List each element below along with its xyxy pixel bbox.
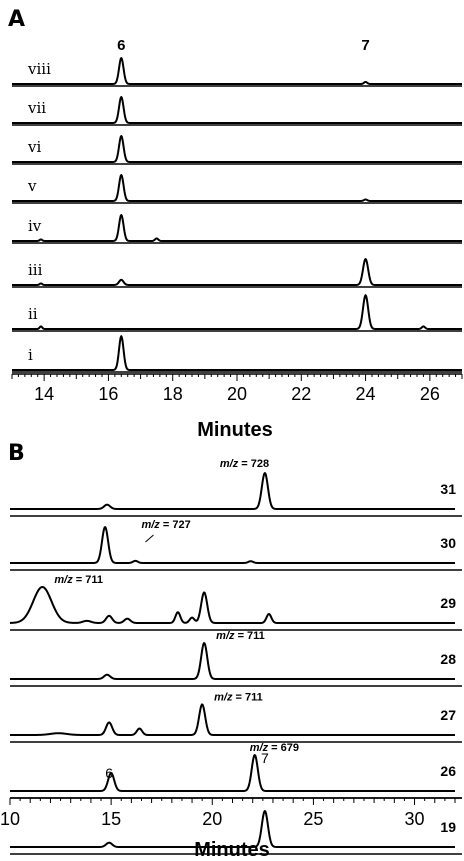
mz-prefix: m/z xyxy=(214,691,233,703)
panel-b-trace-19 xyxy=(9,810,456,848)
mz-value: = 727 xyxy=(160,519,191,531)
panel-b-letter: B xyxy=(8,441,25,466)
panel-a-trace-i xyxy=(11,335,463,371)
mz-prefix: m/z xyxy=(216,630,235,642)
panel-a-x-axis-title: Minutes xyxy=(197,419,273,441)
panel-a-trace-vi xyxy=(11,135,463,163)
panel-b-tick-label-30: 30 xyxy=(405,809,425,829)
panel-a-letter: A xyxy=(8,7,25,32)
panel-b-trace-30 xyxy=(9,526,456,564)
panel-a-trace-ii xyxy=(11,294,463,330)
panel-a-tick-label-16: 16 xyxy=(98,384,118,404)
panel-a-trace-label-ii: ii xyxy=(28,305,38,323)
panel-a-trace-label-v: v xyxy=(27,177,37,195)
panel-b-trace-31 xyxy=(9,472,456,510)
panel-a-trace-label-viii: viii xyxy=(27,60,51,78)
panel-b-peak-labels: 67 xyxy=(105,750,269,781)
panel-b-trace-29 xyxy=(9,586,456,624)
panel-a-x-axis: 14 16 18 20 22 24 26 xyxy=(11,373,463,404)
panel-b-mz-label-26: m/z = 679 xyxy=(250,742,299,754)
panel-a-trace-label-vii: vii xyxy=(27,99,46,117)
panel-b-tick-label-10: 10 xyxy=(0,809,20,829)
mz-prefix: m/z xyxy=(220,458,239,470)
panel-b-tick-label-15: 15 xyxy=(101,809,121,829)
panel-b-mz-label-27: m/z = 711 xyxy=(214,691,263,703)
panel-b-mz-label-31: m/z = 728 xyxy=(220,458,269,470)
mz-value: = 711 xyxy=(235,630,265,642)
panel-a-tick-label-14: 14 xyxy=(34,384,54,404)
panel-a-trace-iv xyxy=(11,214,463,242)
panel-a-trace-label-i: i xyxy=(28,346,33,364)
panel-b-trace-28 xyxy=(9,642,456,680)
panel-b-mz-label-28: m/z = 711 xyxy=(216,630,265,642)
panel-a-tick-label-22: 22 xyxy=(291,384,311,404)
panel-a-trace-label-iii: iii xyxy=(28,261,43,279)
panel-b-tick-label-25: 25 xyxy=(303,809,323,829)
panel-a-trace-v xyxy=(11,174,463,202)
panel-b: B 31 m/z = 728 30 m/z = 727 29 m/z = 711 28 m/z… xyxy=(0,441,462,861)
mz-value: = 728 xyxy=(238,458,269,470)
panel-b-tick-label-20: 20 xyxy=(202,809,222,829)
panel-a-trace-vii xyxy=(11,96,463,124)
panel-b-trace-number-29: 29 xyxy=(440,595,456,611)
panel-b-trace-number-26: 26 xyxy=(440,763,456,779)
mz-value: = 711 xyxy=(233,691,263,703)
panel-b-trace-number-27: 27 xyxy=(440,707,456,723)
panel-b-trace-number-31: 31 xyxy=(440,481,456,497)
panel-b-mz-label-29: m/z = 711 xyxy=(54,574,103,586)
panel-b-x-axis-title: Minutes xyxy=(194,839,270,861)
panel-a-peak-label-6: 6 xyxy=(117,37,125,54)
mz-prefix: m/z xyxy=(54,574,73,586)
panel-a-trace-label-vi: vi xyxy=(27,138,41,156)
panel-b-peak-label-7: 7 xyxy=(261,750,269,766)
panel-b-peak-label-6: 6 xyxy=(105,765,113,781)
panel-b-x-axis: 10 15 20 25 30 xyxy=(0,797,462,829)
mz-prefix: m/z xyxy=(141,519,160,531)
panel-b-trace-number-30: 30 xyxy=(440,535,456,551)
mz-value: = 711 xyxy=(73,574,103,586)
panel-b-trace-27 xyxy=(9,703,456,736)
panel-b-mz-pointer-30 xyxy=(145,534,154,543)
panel-a-tick-label-20: 20 xyxy=(227,384,247,404)
panel-b-trace-number-19: 19 xyxy=(440,819,456,835)
panel-b-mz-label-30: m/z = 727 xyxy=(141,519,190,531)
panel-b-traces: 31 m/z = 728 30 m/z = 727 29 m/z = 711 28 m/z =… xyxy=(9,458,462,855)
panel-a-peak-label-7: 7 xyxy=(361,37,369,54)
panel-a-trace-iii xyxy=(11,258,463,286)
panel-a-tick-label-18: 18 xyxy=(163,384,183,404)
panel-a-tick-label-26: 26 xyxy=(420,384,440,404)
mz-prefix: m/z xyxy=(250,742,269,754)
panel-b-trace-number-28: 28 xyxy=(440,651,456,667)
panel-a-tick-label-24: 24 xyxy=(356,384,376,404)
panel-a-trace-viii xyxy=(11,57,463,85)
panel-b-trace-26 xyxy=(9,754,456,792)
panel-a-trace-label-iv: iv xyxy=(28,217,42,235)
mz-value: = 679 xyxy=(268,742,299,754)
